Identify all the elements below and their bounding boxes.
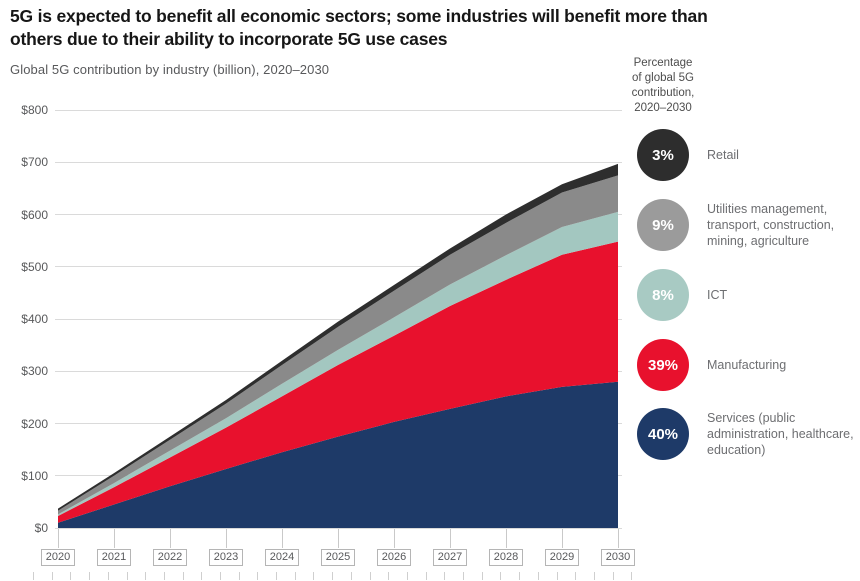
x-tick	[618, 529, 619, 548]
x-tick	[394, 529, 395, 548]
legend-label: Manufacturing	[707, 357, 787, 372]
area-layer-0	[58, 381, 618, 528]
minor-tick	[613, 572, 614, 580]
minor-tick	[575, 572, 576, 580]
chart-subtitle: Global 5G contribution by industry (bill…	[10, 62, 330, 77]
stacked-area-svg	[58, 163, 618, 528]
y-gridline	[55, 161, 622, 163]
legend-label: Retail	[707, 147, 739, 162]
y-tick-label: $400	[21, 312, 48, 326]
y-gridline	[55, 266, 622, 268]
minor-tick	[557, 572, 558, 580]
x-tick-box: 2021	[97, 549, 131, 566]
minor-tick	[444, 572, 445, 580]
minor-tick	[426, 572, 427, 580]
x-tick-box: 2020	[41, 549, 75, 566]
minor-tick	[631, 572, 632, 580]
x-tick	[450, 529, 451, 548]
y-gridline	[55, 109, 622, 111]
minor-tick	[295, 572, 296, 580]
minor-tick	[500, 572, 501, 580]
x-tick-box: 2029	[545, 549, 579, 566]
minor-tick	[463, 572, 464, 580]
minor-tick	[332, 572, 333, 580]
minor-tick	[108, 572, 109, 580]
y-tick-label: $800	[21, 103, 48, 117]
legend-circle: 9%	[637, 199, 689, 251]
minor-tick	[594, 572, 595, 580]
minor-tick	[388, 572, 389, 580]
y-gridline	[55, 527, 622, 529]
area-layer-3	[58, 175, 618, 515]
minor-tick	[145, 572, 146, 580]
x-tick-box: 2023	[209, 549, 243, 566]
minor-tick	[127, 572, 128, 580]
minor-tick	[351, 572, 352, 580]
legend-label: ICT	[707, 287, 728, 302]
x-tick-box: 2024	[265, 549, 299, 566]
minor-tick	[519, 572, 520, 580]
minor-tick	[407, 572, 408, 580]
legend-circle: 3%	[637, 129, 689, 181]
page-title: 5G is expected to benefit all economic s…	[10, 6, 708, 49]
y-tick-label: $100	[21, 468, 48, 483]
minor-tick	[70, 572, 71, 580]
minor-tick	[33, 572, 34, 580]
x-tick	[114, 529, 115, 548]
y-tick-label: $700	[21, 155, 48, 170]
x-tick-box: 2026	[377, 549, 411, 566]
minor-tick	[220, 572, 221, 580]
minor-tick	[239, 572, 240, 580]
area-layer-1	[58, 241, 618, 523]
x-tick-box: 2028	[489, 549, 523, 566]
x-tick-box: 2030	[601, 549, 635, 566]
legend-header: Percentage of global 5G contribution, 20…	[631, 57, 695, 114]
legend-item: 8% ICT	[637, 269, 860, 321]
minor-tick	[89, 572, 90, 580]
x-tick	[282, 529, 283, 548]
x-tick-box: 2027	[433, 549, 467, 566]
legend-item: 9% Utilities management, transport, const…	[637, 199, 860, 251]
legend-item: 3% Retail	[637, 129, 860, 181]
y-tick-label: $600	[21, 207, 48, 222]
minor-tick	[52, 572, 53, 580]
minor-tick	[482, 572, 483, 580]
legend-label: Services (public administration, healthc…	[707, 410, 854, 458]
y-tick-label: $200	[21, 416, 48, 431]
minor-tick	[313, 572, 314, 580]
legend-label: Utilities management, transport, constru…	[707, 201, 835, 249]
x-tick	[58, 529, 59, 548]
minor-tick	[370, 572, 371, 580]
legend-circle: 40%	[637, 408, 689, 460]
y-gridline	[55, 318, 622, 320]
legend-item: 40% Services (public administration, heal…	[637, 408, 860, 460]
legend-circle: 39%	[637, 339, 689, 391]
minor-tick	[257, 572, 258, 580]
minor-tick	[276, 572, 277, 580]
legend-circle: 8%	[637, 269, 689, 321]
minor-tick	[201, 572, 202, 580]
y-tick-label: $300	[21, 364, 48, 379]
x-tick	[338, 529, 339, 548]
minor-tick	[183, 572, 184, 580]
y-tick-label: $500	[21, 259, 48, 274]
x-tick	[170, 529, 171, 548]
minor-tick	[538, 572, 539, 580]
x-tick-box: 2022	[153, 549, 187, 566]
x-tick	[506, 529, 507, 548]
legend-item: 39% Manufacturing	[637, 339, 860, 391]
x-tick	[562, 529, 563, 548]
x-tick	[226, 529, 227, 548]
minor-tick	[164, 572, 165, 580]
y-gridline	[55, 214, 622, 215]
x-tick-box: 2025	[321, 549, 355, 566]
area-layer-2	[58, 211, 618, 516]
y-tick-label: $0	[34, 521, 48, 535]
